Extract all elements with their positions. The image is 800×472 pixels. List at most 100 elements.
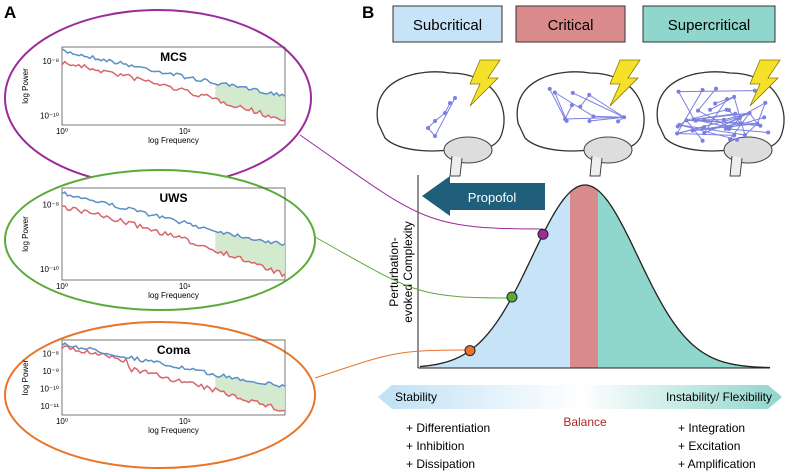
x-axis-label: log Frequency bbox=[148, 291, 199, 300]
node bbox=[724, 107, 729, 112]
y-axis-line: evoked Complexity bbox=[401, 221, 415, 322]
node bbox=[732, 94, 737, 99]
x-tick-label: 10¹ bbox=[179, 282, 191, 291]
node bbox=[433, 119, 437, 123]
node bbox=[693, 118, 698, 123]
blue-spectrum bbox=[61, 191, 286, 247]
plot-title: Coma bbox=[157, 343, 191, 357]
brainstem bbox=[589, 155, 603, 177]
node bbox=[742, 133, 747, 138]
state-label: Subcritical bbox=[413, 17, 482, 34]
connection bbox=[588, 94, 625, 118]
difference-area bbox=[215, 83, 285, 121]
node bbox=[726, 126, 731, 131]
node bbox=[552, 90, 557, 95]
node bbox=[570, 90, 575, 95]
node bbox=[755, 121, 760, 126]
node bbox=[728, 137, 733, 142]
node bbox=[684, 118, 689, 123]
connection bbox=[756, 102, 766, 124]
connection bbox=[725, 128, 769, 134]
red-spectrum bbox=[61, 205, 286, 278]
node bbox=[762, 115, 767, 120]
cerebellum bbox=[443, 136, 493, 164]
node bbox=[713, 101, 718, 106]
node bbox=[721, 117, 726, 122]
right-item: + Amplification bbox=[678, 457, 756, 471]
state-ellipse bbox=[4, 321, 316, 469]
plot-frame bbox=[61, 339, 286, 416]
connection bbox=[697, 110, 731, 128]
supercritical-region bbox=[598, 190, 770, 368]
state-label: Critical bbox=[548, 17, 594, 34]
connection bbox=[679, 124, 738, 141]
left-item: + Inhibition bbox=[406, 439, 464, 453]
node bbox=[708, 107, 713, 112]
connection bbox=[728, 109, 742, 124]
connection bbox=[678, 90, 755, 93]
node bbox=[578, 104, 583, 109]
plot-frame bbox=[61, 46, 286, 126]
y-tick-label: 10⁻⁸ bbox=[43, 57, 60, 66]
connection bbox=[679, 124, 746, 136]
brain-outline bbox=[516, 71, 645, 152]
connection bbox=[554, 92, 594, 117]
y-tick-label: 10⁻⁸ bbox=[43, 201, 60, 210]
drug-label: Propofol bbox=[468, 190, 517, 205]
node bbox=[591, 114, 596, 119]
node bbox=[433, 134, 437, 138]
y-tick-label: 10⁻¹⁰ bbox=[40, 265, 59, 274]
plot-title: UWS bbox=[160, 191, 188, 205]
axis-left: Stability bbox=[395, 390, 437, 404]
connection bbox=[434, 97, 456, 137]
connection bbox=[565, 116, 625, 120]
state-box bbox=[515, 5, 626, 43]
y-axis-label: Perturbation-evoked Complexity bbox=[387, 221, 415, 322]
connection bbox=[572, 92, 625, 118]
y-axis-label: log Power bbox=[21, 359, 30, 395]
node bbox=[747, 111, 752, 116]
node bbox=[735, 137, 740, 142]
connection bbox=[749, 112, 758, 124]
left-item: + Dissipation bbox=[406, 457, 475, 471]
right-item: + Excitation bbox=[678, 439, 740, 453]
connection bbox=[564, 104, 573, 120]
connection bbox=[729, 116, 765, 128]
left-item: + Differentiation bbox=[406, 421, 490, 435]
panel-label: A bbox=[4, 3, 16, 22]
connection bbox=[579, 94, 590, 107]
node bbox=[733, 111, 738, 116]
y-tick-label: 10⁻⁸ bbox=[43, 350, 60, 359]
red-spectrum bbox=[61, 345, 286, 412]
connector bbox=[314, 349, 471, 379]
x-tick-label: 10⁰ bbox=[56, 127, 68, 136]
y-axis-label: log Power bbox=[21, 216, 30, 252]
node bbox=[426, 126, 430, 130]
node bbox=[737, 115, 742, 120]
x-axis-label: log Frequency bbox=[148, 426, 199, 435]
node bbox=[622, 115, 627, 120]
stability-bar bbox=[378, 385, 782, 409]
x-axis-label: log Frequency bbox=[148, 136, 199, 145]
state-label: Supercritical bbox=[668, 17, 751, 34]
connection bbox=[434, 112, 446, 122]
state-dot bbox=[537, 228, 549, 240]
node bbox=[723, 126, 728, 131]
axis-right: Instability/ Flexibility bbox=[666, 390, 772, 404]
node bbox=[695, 108, 700, 113]
connection bbox=[549, 88, 566, 120]
connection bbox=[704, 117, 741, 134]
node bbox=[569, 103, 574, 108]
node bbox=[763, 100, 768, 105]
node bbox=[690, 128, 695, 133]
node bbox=[675, 131, 680, 136]
panel-label: B bbox=[362, 3, 374, 22]
x-tick-label: 10⁰ bbox=[56, 282, 68, 291]
connection bbox=[739, 102, 766, 118]
x-tick-label: 10¹ bbox=[179, 127, 191, 136]
node bbox=[700, 138, 705, 143]
plot-frame bbox=[61, 187, 286, 281]
blue-spectrum bbox=[61, 342, 286, 388]
plot-title: MCS bbox=[160, 50, 187, 64]
cerebellum bbox=[723, 136, 773, 164]
